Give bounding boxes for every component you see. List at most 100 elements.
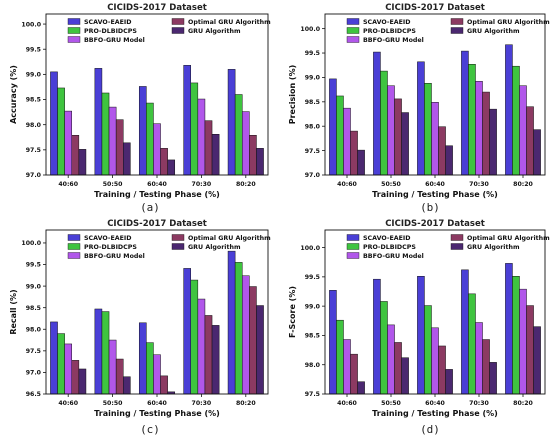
bar [160, 375, 168, 395]
y-tick-label: 97.0 [305, 172, 321, 179]
legend-swatch [67, 36, 81, 43]
panel-caption: (c) [140, 423, 160, 436]
panel-caption: (a) [140, 201, 160, 214]
bar [373, 51, 381, 176]
bar [380, 301, 388, 395]
bar [197, 98, 206, 176]
legend-swatch [171, 234, 185, 241]
bar [380, 70, 388, 176]
bar [350, 130, 358, 176]
bar [445, 145, 453, 176]
bar [204, 120, 213, 176]
chart-panel: CICIDS-2017 Dataset 97.5 98.0 98.5 99.0 99.5 1… [288, 219, 550, 436]
bar [234, 262, 243, 395]
bar [357, 381, 365, 395]
y-tick-label: 97.0 [26, 370, 42, 377]
bar [101, 311, 110, 395]
y-tick-label: 98.0 [305, 362, 321, 369]
bar [138, 86, 147, 176]
bar [461, 50, 469, 176]
bar [394, 342, 402, 395]
bar [64, 343, 73, 395]
bar [336, 319, 344, 395]
bar [101, 92, 110, 176]
legend-label: PRO-DLBIDCPS [84, 244, 137, 251]
bar [526, 305, 534, 395]
bar [138, 322, 147, 395]
bar [401, 357, 409, 395]
legend-swatch [450, 243, 464, 250]
legend-swatch [67, 252, 81, 259]
bar [512, 276, 520, 395]
bar [242, 111, 250, 176]
y-tick-label: 99.0 [26, 72, 42, 79]
bar [153, 354, 161, 395]
x-tick-label: 40:60 [337, 400, 357, 407]
y-axis-label: Accuracy (%) [9, 65, 18, 124]
bar [190, 279, 199, 395]
y-tick-label: 99.0 [26, 283, 42, 290]
panel-caption: (d) [420, 423, 440, 436]
bar [204, 315, 213, 395]
bar [183, 65, 191, 176]
x-tick-label: 40:60 [58, 181, 78, 188]
bar [57, 87, 65, 176]
bar [519, 85, 527, 176]
x-axis-label: Training / Testing Phase (%) [94, 190, 220, 199]
bar [50, 321, 58, 395]
y-tick-label: 97.0 [26, 172, 42, 179]
x-tick-label: 70:30 [192, 400, 212, 407]
legend-label: SCAVO-EAEID [84, 235, 132, 242]
legend-label: SCAVO-EAEID [84, 19, 132, 26]
y-tick-label: 98.5 [26, 305, 41, 312]
bar [153, 123, 161, 176]
x-tick-label: 50:50 [103, 181, 123, 188]
chart-title: CICIDS-2017 Dataset [385, 3, 485, 13]
y-tick-label: 98.0 [305, 123, 321, 130]
bar [57, 333, 65, 395]
bar [533, 326, 541, 395]
plot-frame [324, 13, 546, 176]
bar [256, 148, 264, 176]
legend: SCAVO-EAEID PRO-DLBIDCPS BBFO-GRU Model Opt… [67, 18, 271, 44]
legend-swatch [67, 234, 81, 241]
bar [167, 159, 176, 176]
x-tick-label: 60:40 [425, 181, 445, 188]
bar [489, 108, 497, 176]
x-tick-label: 70:30 [192, 181, 212, 188]
legend-label: Optimal GRU Algorithm [188, 19, 271, 26]
x-tick-label: 40:60 [337, 181, 357, 188]
y-axis-label: F-Score (%) [288, 286, 297, 338]
bar [183, 268, 191, 395]
bar [249, 286, 257, 395]
x-tick-label: 50:50 [381, 400, 401, 407]
plot-frame [45, 229, 269, 395]
legend-swatch [450, 18, 464, 25]
bar [482, 339, 490, 395]
y-tick-label: 99.5 [305, 50, 320, 57]
bar [71, 360, 80, 395]
bar [115, 119, 124, 176]
bar [64, 110, 73, 176]
bar [357, 149, 365, 176]
y-tick-label: 99.0 [305, 75, 321, 82]
bar [329, 290, 337, 395]
y-tick-label: 99.5 [305, 274, 320, 281]
chart-title: CICIDS-2017 Dataset [385, 219, 485, 229]
bar [71, 135, 80, 176]
legend-swatch [67, 243, 81, 250]
y-tick-label: 96.5 [26, 391, 41, 398]
bar [350, 353, 358, 395]
legend: SCAVO-EAEID PRO-DLBIDCPS BBFO-GRU Model Opt… [346, 18, 550, 44]
x-tick-label: 60:40 [147, 181, 167, 188]
bar [438, 126, 446, 176]
bar [468, 293, 476, 395]
bar [505, 44, 513, 176]
legend-swatch [346, 27, 360, 34]
legend-swatch [171, 243, 185, 250]
legend-swatch [171, 27, 185, 34]
bar [123, 376, 131, 395]
chart-title: CICIDS-2017 Dataset [107, 3, 207, 13]
legend-label: Optimal GRU Algorithm [467, 19, 550, 26]
legend-label: Optimal GRU Algorithm [188, 235, 271, 242]
